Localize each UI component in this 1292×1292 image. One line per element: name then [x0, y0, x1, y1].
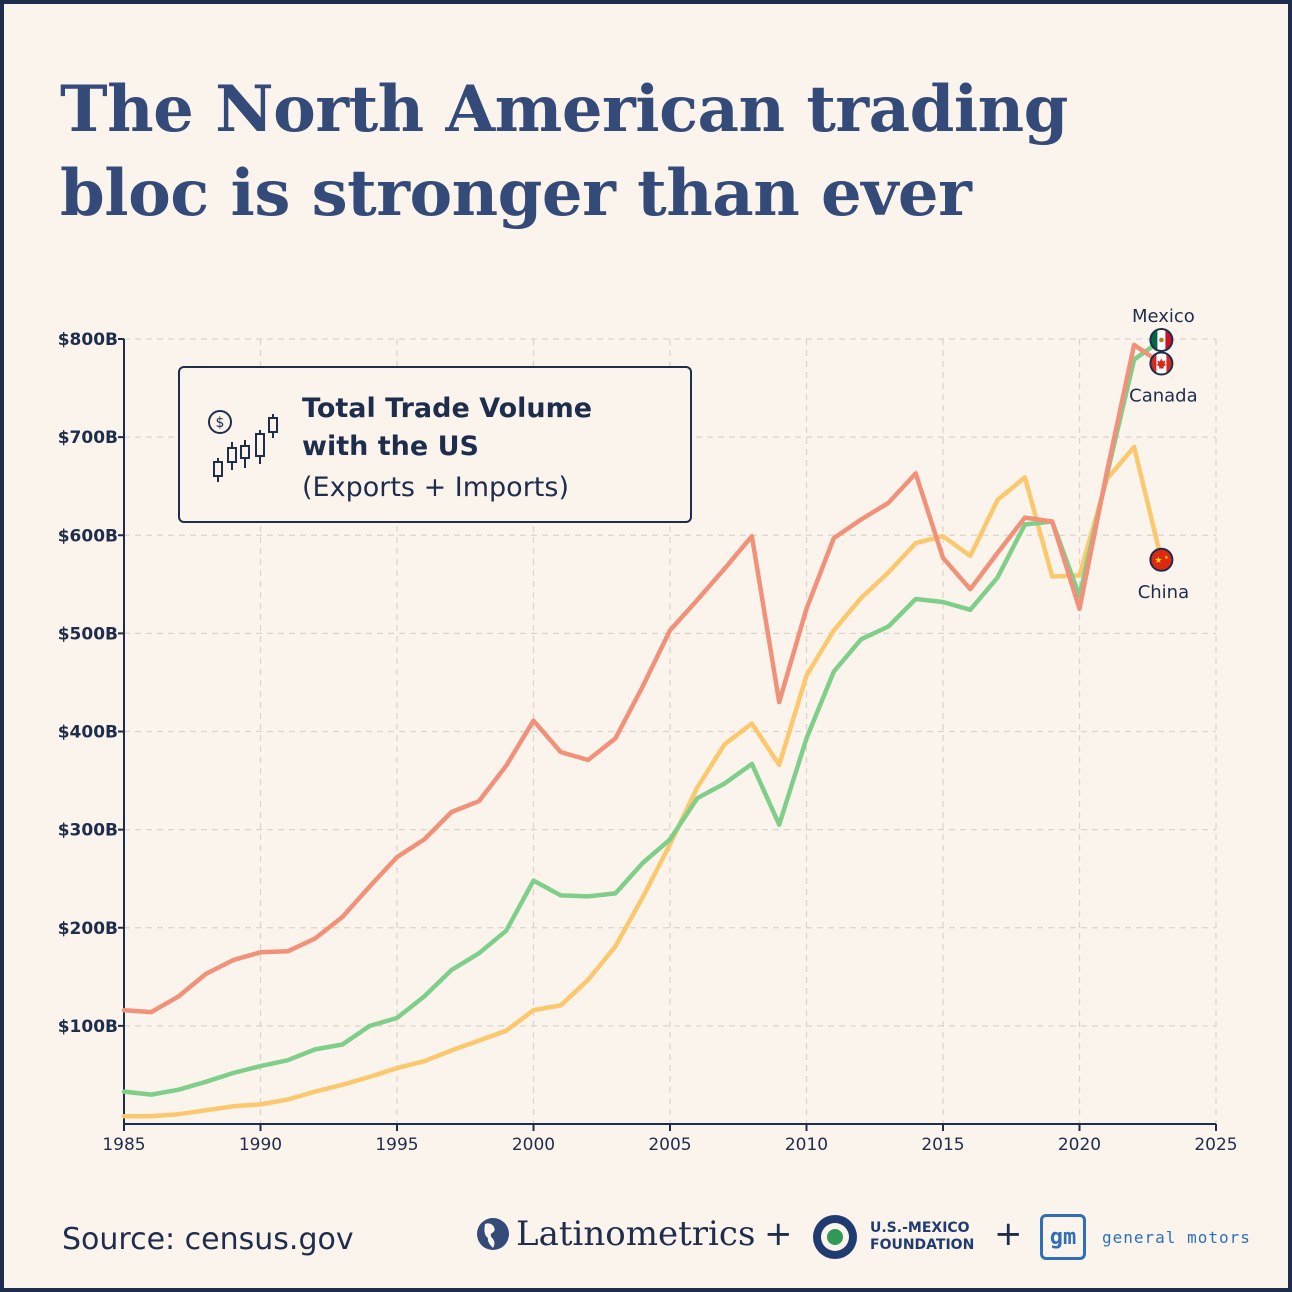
candlestick-dollar-icon: $ [208, 410, 278, 482]
americas-globe-icon [477, 1218, 509, 1250]
svg-text:★: ★ [1154, 556, 1162, 566]
us-mexico-foundation-logo: U.S.-MEXICO FOUNDATION [812, 1214, 974, 1260]
x-tick-label: 2025 [1194, 1135, 1237, 1155]
x-tick-label: 1985 [102, 1135, 145, 1155]
page-title: The North American trading bloc is stron… [60, 68, 1068, 236]
page-frame [4, 4, 1288, 1288]
x-tick-label: 2015 [921, 1135, 964, 1155]
plus-sign-2: + [994, 1214, 1023, 1254]
y-tick-label: $700B [58, 428, 118, 448]
chart-series [121, 337, 1164, 1119]
legend-text: Total Trade Volume with the US (Exports … [302, 390, 592, 510]
chart-legend-box: $ Total Trade Volume with the US (Export… [178, 366, 692, 523]
series-line-mexico [121, 337, 1164, 1097]
legend-line-2: with the US [302, 431, 479, 462]
title-line-1: The North American trading [60, 72, 1068, 147]
source-note: Source: census.gov [62, 1222, 354, 1257]
usmx-line-2: FOUNDATION [870, 1237, 975, 1253]
x-tick-label: 2005 [648, 1135, 691, 1155]
series-label-mexico: Mexico [1132, 306, 1195, 327]
y-tick-label: $300B [58, 821, 118, 841]
x-tick-label: 1990 [239, 1135, 282, 1155]
general-motors-logo: gm general motors [1040, 1214, 1251, 1260]
chart-end-markers: ★ ★ China Mexico Canada [1129, 306, 1198, 603]
mexico-flag-icon [1149, 327, 1174, 352]
china-flag-icon: ★ ★ [1149, 547, 1174, 572]
y-tick-label: $500B [58, 624, 118, 644]
gm-wordmark: general motors [1102, 1227, 1251, 1247]
svg-text:$: $ [216, 415, 225, 431]
x-tick-label: 1995 [375, 1135, 418, 1155]
usmx-line-1: U.S.-MEXICO [870, 1220, 970, 1236]
y-tick-label: $100B [58, 1017, 118, 1037]
chart-axes: 1985 1990 1995 2000 2005 2010 2015 2020 2025 $100… [58, 330, 1238, 1155]
x-tick-label: 2010 [785, 1135, 828, 1155]
us-mexico-foundation-wordmark: U.S.-MEXICO FOUNDATION [870, 1220, 974, 1254]
latinometrics-logo: Latinometrics [476, 1214, 755, 1254]
y-tick-label: $200B [58, 919, 118, 939]
latinometrics-wordmark: Latinometrics [516, 1214, 756, 1254]
y-tick-label: $800B [58, 330, 118, 350]
canada-flag-icon [1149, 351, 1174, 376]
svg-text:★: ★ [1164, 555, 1169, 561]
x-tick-label: 2000 [512, 1135, 555, 1155]
title-line-2: bloc is stronger than ever [60, 156, 972, 231]
gm-mark: gm [1040, 1214, 1086, 1260]
series-line-china [121, 444, 1164, 1119]
y-tick-label: $400B [58, 723, 118, 743]
us-mexico-foundation-icon [813, 1215, 857, 1259]
legend-line-1: Total Trade Volume [302, 393, 593, 424]
legend-line-3: (Exports + Imports) [302, 472, 569, 503]
series-line-canada [121, 342, 1164, 1015]
series-label-canada: Canada [1129, 386, 1198, 407]
y-tick-label: $600B [58, 526, 118, 546]
series-label-china: China [1138, 582, 1189, 603]
plus-sign-1: + [764, 1214, 793, 1254]
x-tick-label: 2020 [1058, 1135, 1101, 1155]
